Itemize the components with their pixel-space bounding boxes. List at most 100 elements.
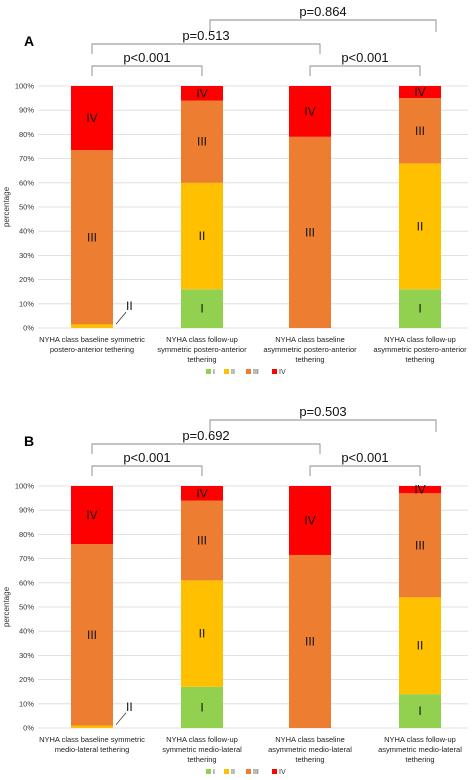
- callout-label: II: [126, 700, 133, 714]
- y-tick-label: 70%: [19, 554, 34, 563]
- y-tick-label: 0%: [23, 724, 34, 733]
- bar-segment-label: I: [418, 704, 421, 718]
- category-label: symmetric postero-anterior: [157, 345, 247, 354]
- legend-swatch-II: [224, 769, 229, 774]
- bar-segment-II: [71, 324, 113, 328]
- bar-segment-II: [399, 163, 441, 290]
- bar-segment-IV: [71, 86, 113, 151]
- bar-segment-II: [181, 182, 223, 290]
- legend-swatch-IV: [272, 769, 277, 774]
- legend-label: II: [231, 369, 235, 376]
- bar-segment-label: IV: [196, 86, 207, 100]
- category-label: tethering: [187, 355, 216, 364]
- p-value-label: p=0.692: [182, 428, 229, 443]
- bar-segment-III: [399, 98, 441, 164]
- category-label: NYHA class follow-up: [384, 335, 456, 344]
- category-label: NYHA class baseline: [275, 735, 345, 744]
- bar-segment-label: I: [200, 700, 203, 714]
- category-label: NYHA class baseline symmetric: [39, 335, 145, 344]
- callout-line: [115, 311, 127, 325]
- bar-segment-label: IV: [304, 104, 315, 118]
- bar-segment-label: IV: [86, 111, 97, 125]
- legend-swatch-IV: [272, 369, 277, 374]
- p-value-label: p<0.001: [341, 50, 388, 65]
- category-label: NYHA class follow-up: [166, 735, 238, 744]
- y-tick-label: 10%: [19, 699, 34, 708]
- category-label: medio-lateral tethering: [55, 745, 130, 754]
- y-tick-label: 50%: [19, 603, 34, 612]
- bar-segment-IV: [289, 486, 331, 555]
- bar-segment-II: [181, 580, 223, 687]
- legend-swatch-II: [224, 369, 229, 374]
- y-axis-label: percentage: [2, 186, 11, 227]
- legend-swatch-I: [206, 369, 211, 374]
- y-tick-label: 30%: [19, 251, 34, 260]
- p-value-label: p=0.513: [182, 28, 229, 43]
- significance-bracket: [209, 19, 437, 32]
- legend-swatch-I: [206, 769, 211, 774]
- category-label: asymmetric postero-anterior: [263, 345, 357, 354]
- bar-segment-label: III: [197, 135, 207, 149]
- bar-segment-III: [289, 136, 331, 328]
- bar-segment-III: [181, 500, 223, 581]
- bar-segment-II: [399, 597, 441, 695]
- y-tick-label: 90%: [19, 506, 34, 515]
- category-label: tethering: [295, 355, 324, 364]
- bar-segment-label: II: [199, 229, 206, 243]
- y-tick-label: 40%: [19, 227, 34, 236]
- category-label: tethering: [187, 755, 216, 764]
- category-label: asymmetric medio-lateral: [268, 745, 352, 754]
- bar-segment-label: IV: [86, 508, 97, 522]
- legend-label: III: [253, 769, 259, 776]
- bar-segment-IV: [289, 86, 331, 137]
- significance-bracket: [91, 43, 321, 54]
- bar-segment-IV: [181, 486, 223, 501]
- y-tick-label: 100%: [15, 482, 35, 491]
- legend-swatch-III: [246, 769, 251, 774]
- y-tick-label: 70%: [19, 154, 34, 163]
- p-value-label: p=0.503: [299, 404, 346, 419]
- y-tick-label: 60%: [19, 178, 34, 187]
- bar-segment-label: III: [197, 533, 207, 547]
- panel-letter-A: A: [24, 33, 34, 49]
- bar-segment-label: I: [200, 302, 203, 316]
- legend-label: IV: [279, 769, 286, 776]
- bar-segment-label: III: [305, 225, 315, 239]
- y-tick-label: 50%: [19, 203, 34, 212]
- bar-segment-label: III: [305, 634, 315, 648]
- significance-bracket: [209, 419, 437, 432]
- bar-segment-I: [181, 686, 223, 728]
- category-label: NYHA class baseline symmetric: [39, 735, 145, 744]
- bar-segment-label: II: [417, 219, 424, 233]
- p-value-label: p=0.864: [299, 4, 346, 19]
- category-label: symmetric medio-lateral: [162, 745, 242, 754]
- bar-segment-label: IV: [196, 486, 207, 500]
- category-label: NYHA class baseline: [275, 335, 345, 344]
- y-tick-label: 30%: [19, 651, 34, 660]
- y-tick-label: 60%: [19, 578, 34, 587]
- bar-segment-II: [71, 725, 113, 728]
- bar-segment-III: [71, 544, 113, 726]
- p-value-label: p<0.001: [123, 450, 170, 465]
- bar-segment-IV: [399, 486, 441, 494]
- y-tick-label: 80%: [19, 530, 34, 539]
- category-label: tethering: [405, 755, 434, 764]
- legend-label: III: [253, 369, 259, 376]
- bar-segment-I: [399, 289, 441, 328]
- significance-bracket: [91, 65, 203, 76]
- category-label: postero-anterior tethering: [50, 345, 134, 354]
- category-label: asymmetric postero-anterior: [373, 345, 467, 354]
- callout-line: [115, 712, 127, 726]
- bar-segment-label: III: [415, 538, 425, 552]
- significance-bracket: [309, 465, 421, 476]
- y-axis-label: percentage: [2, 586, 11, 627]
- legend-swatch-III: [246, 369, 251, 374]
- callout-label: II: [126, 299, 133, 313]
- significance-bracket: [91, 465, 203, 476]
- bar-segment-I: [181, 289, 223, 328]
- bar-segment-IV: [399, 86, 441, 99]
- significance-bracket: [309, 65, 421, 76]
- bar-segment-label: IV: [414, 483, 425, 497]
- category-label: NYHA class follow-up: [166, 335, 238, 344]
